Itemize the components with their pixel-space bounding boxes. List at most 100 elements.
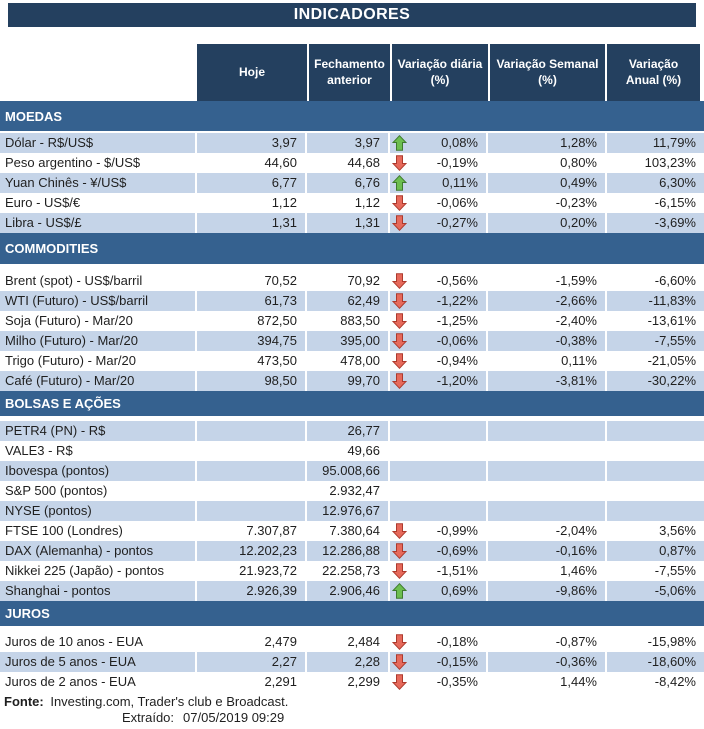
table-row: Libra - US$/£ 1,31 1,31 -0,27% 0,20% -3,69% [0,213,704,233]
today-cell: 44,60 [197,153,307,173]
daily-change-cell: -0,27% [390,213,488,233]
weekly-change-cell [488,421,607,441]
daily-change-value: -0,06% [436,195,478,210]
section-label: JUROS [5,606,50,621]
previous-close-cell: 2.932,47 [307,481,390,501]
daily-change-cell: -0,94% [390,351,488,371]
arrow-down-icon [392,215,407,231]
table-row: Ibovespa (pontos) 95.008,66 [0,461,704,481]
arrow-down-icon [392,563,407,579]
weekly-change-cell: 1,44% [488,672,607,692]
daily-change-value: 0,69% [441,583,478,598]
today-cell: 473,50 [197,351,307,371]
section-label: COMMODITIES [5,241,99,256]
today-cell: 70,52 [197,271,307,291]
weekly-change-cell: 0,80% [488,153,607,173]
row-label: Shanghai - pontos [0,581,197,601]
arrow-up-icon [392,583,407,599]
report-footer: Fonte: Investing.com, Trader's club e Br… [0,694,704,726]
row-label: PETR4 (PN) - R$ [0,421,197,441]
previous-close-cell: 70,92 [307,271,390,291]
weekly-change-cell: -0,87% [488,632,607,652]
previous-close-cell: 49,66 [307,441,390,461]
section-label: MOEDAS [5,108,63,124]
today-cell: 2,291 [197,672,307,692]
arrow-down-icon [392,523,407,539]
weekly-change-cell: -0,36% [488,652,607,672]
today-cell [197,481,307,501]
row-label: Juros de 10 anos - EUA [0,632,197,652]
row-label: VALE3 - R$ [0,441,197,461]
no-arrow [392,443,407,459]
annual-change-cell [607,481,704,501]
daily-change-value: -1,51% [436,563,478,578]
row-label: Milho (Futuro) - Mar/20 [0,331,197,351]
no-arrow [392,503,407,519]
daily-change-cell: -0,19% [390,153,488,173]
today-cell: 21.923,72 [197,561,307,581]
today-cell: 1,31 [197,213,307,233]
weekly-change-cell: -0,23% [488,193,607,213]
table-row: Shanghai - pontos 2.926,39 2.906,46 0,69% -9… [0,581,704,601]
daily-change-value: -0,56% [436,273,478,288]
daily-change-cell: -0,18% [390,632,488,652]
annual-change-cell: 0,87% [607,541,704,561]
daily-change-value: -0,35% [436,674,478,689]
today-cell: 12.202,23 [197,541,307,561]
weekly-change-cell: 1,28% [488,133,607,153]
daily-change-cell: -1,20% [390,371,488,391]
table-row: Juros de 5 anos - EUA 2,27 2,28 -0,15% -0,36… [0,652,704,672]
previous-close-cell: 2,484 [307,632,390,652]
weekly-change-cell: 1,46% [488,561,607,581]
today-cell [197,501,307,521]
no-arrow [392,423,407,439]
annual-change-cell [607,441,704,461]
today-cell: 2.926,39 [197,581,307,601]
row-label: Soja (Futuro) - Mar/20 [0,311,197,331]
arrow-down-icon [392,654,407,670]
arrow-down-icon [392,373,407,389]
column-header-variacao-anual: Variação Anual (%) [607,44,700,101]
extracted-label: Extraído: [122,710,175,725]
previous-close-cell: 1,31 [307,213,390,233]
row-label: Euro - US$/€ [0,193,197,213]
row-label: Peso argentino - $/US$ [0,153,197,173]
arrow-down-icon [392,195,407,211]
weekly-change-cell: 0,49% [488,173,607,193]
annual-change-cell: -5,06% [607,581,704,601]
previous-close-cell: 12.286,88 [307,541,390,561]
row-label: Dólar - R$/US$ [0,133,197,153]
weekly-change-cell: -0,38% [488,331,607,351]
source-label: Fonte: [4,694,44,709]
previous-close-cell: 2.906,46 [307,581,390,601]
arrow-down-icon [392,634,407,650]
weekly-change-cell: -9,86% [488,581,607,601]
daily-change-cell: -0,35% [390,672,488,692]
previous-close-cell: 883,50 [307,311,390,331]
row-label: S&P 500 (pontos) [0,481,197,501]
daily-change-value: -1,25% [436,313,478,328]
daily-change-value: -0,18% [436,634,478,649]
table-row: FTSE 100 (Londres) 7.307,87 7.380,64 -0,99%… [0,521,704,541]
daily-change-cell [390,501,488,521]
daily-change-cell: -0,99% [390,521,488,541]
previous-close-cell: 395,00 [307,331,390,351]
weekly-change-cell [488,481,607,501]
daily-change-cell: -0,56% [390,271,488,291]
daily-change-cell: 0,11% [390,173,488,193]
annual-change-cell: -7,55% [607,561,704,581]
daily-change-value: 0,11% [442,175,478,190]
daily-change-value: -0,27% [436,215,478,230]
table-row: WTI (Futuro) - US$/barril 61,73 62,49 -1,22… [0,291,704,311]
table-row: VALE3 - R$ 49,66 [0,441,704,461]
table-row: Juros de 10 anos - EUA 2,479 2,484 -0,18% -0… [0,632,704,652]
source-text: Investing.com, Trader's club e Broadcast… [46,694,289,709]
column-header-hoje: Hoje [197,44,307,101]
arrow-up-icon [392,135,407,151]
row-label: Café (Futuro) - Mar/20 [0,371,197,391]
table-row: Dólar - R$/US$ 3,97 3,97 0,08% 1,28% 11,79% [0,133,704,153]
previous-close-cell: 3,97 [307,133,390,153]
daily-change-value: -0,19% [436,155,478,170]
row-label: DAX (Alemanha) - pontos [0,541,197,561]
